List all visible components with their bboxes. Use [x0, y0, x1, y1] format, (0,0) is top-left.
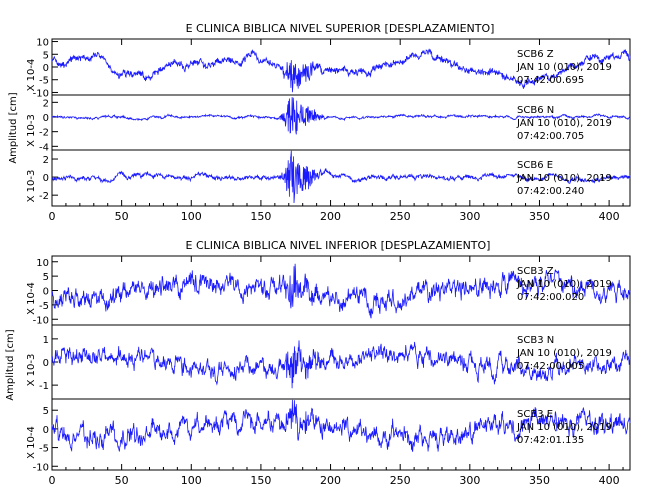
y-tick-label: -10	[33, 315, 49, 326]
x-tick-label: 100	[181, 474, 202, 487]
x-tick-label: 0	[49, 474, 56, 487]
station-label: SCB3 Z	[517, 266, 554, 277]
x-tick-label: 150	[250, 210, 271, 223]
date-label: JAN 10 (010), 2019	[516, 348, 612, 359]
station-label: SCB3 N	[517, 335, 554, 346]
y-tick-label: 0	[43, 113, 49, 124]
time-label: 07:42:00.705	[517, 131, 584, 142]
y-tick-label: -2	[39, 128, 49, 139]
y-tick-label: -1	[39, 381, 49, 392]
y-tick-label: 0	[43, 358, 49, 369]
chart-title: E CLINICA BIBLICA NIVEL INFERIOR [DESPLA…	[186, 239, 491, 252]
trace-line	[51, 150, 631, 204]
y-tick-label: -4	[39, 142, 49, 153]
x-tick-label: 250	[390, 474, 411, 487]
date-label: JAN 10 (010), 2019	[516, 422, 612, 433]
date-label: JAN 10 (010), 2019	[516, 62, 612, 73]
y-tick-label: -5	[39, 444, 49, 455]
trace-line	[51, 48, 631, 93]
trace-panel-scb3-z: 10 5 0 -5 -10X 10-4 SCB3 Z JAN 10 (010), 2019 0…	[26, 255, 631, 326]
x-tick-label: 400	[599, 210, 620, 223]
y-tick-label: 1	[43, 335, 49, 346]
x-tick-label: 250	[390, 210, 411, 223]
x-tick-label: 0	[49, 210, 56, 223]
x-tick-label: 300	[459, 210, 480, 223]
scale-label: X 10-4	[26, 282, 37, 315]
scale-label: X 10-3	[26, 354, 37, 387]
y-tick-label: 2	[43, 98, 49, 109]
date-label: JAN 10 (010), 2019	[516, 173, 612, 184]
x-axis-upper: 0 50 100 150 200 250 300 350 400	[49, 39, 624, 223]
x-tick-label: 50	[115, 474, 129, 487]
y-tick-label: 0	[43, 173, 49, 184]
x-tick-label: 150	[250, 474, 271, 487]
time-label: 07:42:00.005	[517, 361, 584, 372]
chart-lower: E CLINICA BIBLICA NIVEL INFERIOR [DESPLA…	[5, 239, 631, 487]
panel-frame	[51, 398, 631, 471]
x-tick-label: 200	[320, 474, 341, 487]
x-tick-label: 100	[181, 210, 202, 223]
station-label: SCB6 E	[517, 160, 553, 171]
y-tick-label: -5	[39, 76, 49, 87]
station-label: SCB6 Z	[517, 49, 554, 60]
x-tick-label: 350	[529, 474, 550, 487]
scale-label: X 10-4	[26, 426, 37, 459]
trace-line	[51, 263, 631, 319]
y-tick-label: 0	[43, 63, 49, 74]
y-tick-label: 0	[43, 425, 49, 436]
y-tick-label: -10	[33, 88, 49, 99]
y-tick-label: 10	[36, 258, 49, 269]
chart-upper: E CLINICA BIBLICA NIVEL SUPERIOR [DESPLA…	[8, 22, 631, 223]
trace-line	[51, 97, 631, 135]
scale-label: X 10-4	[26, 59, 37, 92]
y-tick-label: -10	[33, 462, 49, 473]
chart-title: E CLINICA BIBLICA NIVEL SUPERIOR [DESPLA…	[186, 22, 495, 35]
x-tick-label: 300	[459, 474, 480, 487]
y-tick-label: 5	[43, 272, 49, 283]
trace-panel-scb6-e: 2 0 -2X 10-3 SCB6 E JAN 10 (010), 2019 07:42:…	[26, 149, 631, 207]
x-tick-label: 350	[529, 210, 550, 223]
scale-label: X 10-3	[26, 170, 37, 203]
x-axis-lower: 0 50 100 150 200 250 300 350 400	[49, 256, 624, 487]
trace-line	[51, 340, 631, 389]
y-axis-label: Amplitud [cm]	[8, 92, 19, 163]
y-tick-label: 2	[43, 155, 49, 166]
time-label: 07:42:00.020	[517, 292, 584, 303]
x-tick-label: 50	[115, 210, 129, 223]
y-tick-label: 0	[43, 287, 49, 298]
trace-panel-scb6-z: 105 0 -5-10X 10-4 SCB6 Z JAN 10 (010), 2019 0…	[26, 38, 631, 99]
trace-line	[51, 399, 631, 453]
x-tick-label: 400	[599, 474, 620, 487]
y-tick-label: 5	[43, 406, 49, 417]
station-label: SCB6 N	[517, 105, 554, 116]
date-label: JAN 10 (010), 2019	[516, 279, 612, 290]
time-label: 07:42:01.135	[517, 435, 584, 446]
y-tick-label: 10	[36, 38, 49, 49]
scale-label: X 10-3	[26, 114, 37, 147]
y-tick-label: -2	[39, 191, 49, 202]
trace-panel-scb3-e: 5 0 -5 -10 X 10-4 SCB3 E JAN 10 (010), 2019 07:…	[26, 398, 631, 473]
station-label: SCB3 E	[517, 409, 553, 420]
y-axis-label: Amplitud [cm]	[5, 329, 16, 400]
y-tick-label: 5	[43, 50, 49, 61]
trace-panel-scb6-n: 2 0 -2 -4X 10-3 SCB6 N JAN 10 (010), 2019 07:4…	[26, 94, 631, 153]
time-label: 07:42:00.240	[517, 186, 584, 197]
y-tick-label: -5	[39, 301, 49, 312]
x-tick-label: 200	[320, 210, 341, 223]
date-label: JAN 10 (010), 2019	[516, 118, 612, 129]
trace-panel-scb3-n: 1 0 -1X 10-3 SCB3 N JAN 10 (010), 2019 07:42:…	[26, 324, 631, 400]
time-label: 07:42:00.695	[517, 75, 584, 86]
